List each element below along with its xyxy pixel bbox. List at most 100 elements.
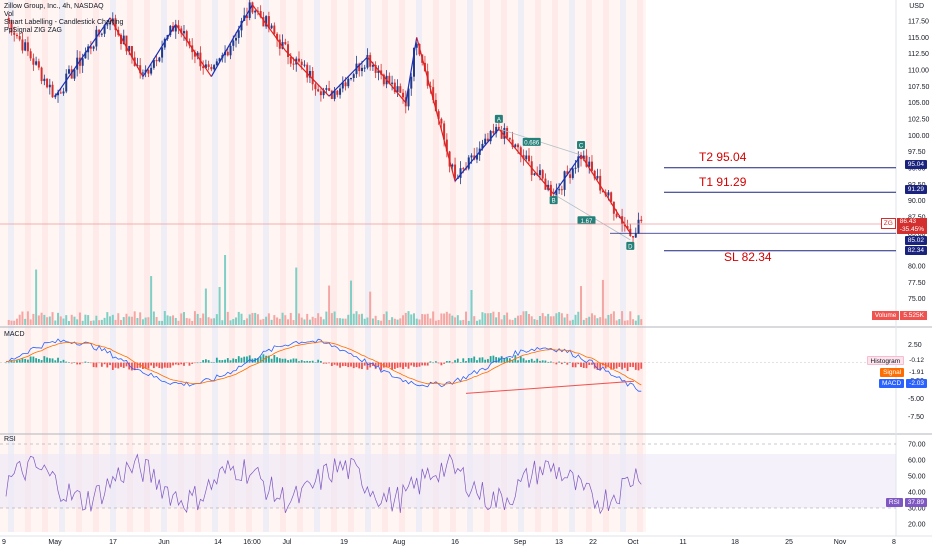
histogram-bar bbox=[470, 358, 473, 363]
session-band bbox=[110, 0, 116, 532]
histogram-bar bbox=[528, 360, 530, 363]
rsi-tick: 50.00 bbox=[908, 474, 926, 481]
macd-title[interactable]: MACD bbox=[4, 331, 25, 338]
candle-body bbox=[163, 38, 166, 48]
histogram-bar bbox=[76, 362, 79, 365]
candle-body bbox=[92, 46, 95, 49]
volume-bar bbox=[415, 318, 418, 325]
histogram-bar bbox=[136, 362, 139, 369]
volume-bar bbox=[574, 314, 577, 325]
candle-body bbox=[59, 92, 62, 94]
volume-bar bbox=[492, 311, 495, 325]
candle-body bbox=[84, 52, 87, 59]
candle-body bbox=[70, 69, 73, 79]
candle-body bbox=[73, 69, 76, 79]
candle-body bbox=[582, 155, 585, 160]
volume-bar bbox=[306, 313, 309, 325]
histogram-bar bbox=[215, 357, 218, 363]
histogram-bar bbox=[68, 362, 70, 363]
candle-body bbox=[558, 189, 561, 191]
volume-bar bbox=[240, 313, 243, 325]
histogram-bar bbox=[519, 356, 522, 363]
volume-bar bbox=[366, 317, 369, 325]
histogram-bar bbox=[536, 358, 539, 363]
candle-body bbox=[57, 92, 60, 96]
candle-body bbox=[560, 189, 563, 191]
histogram-bar bbox=[81, 362, 84, 364]
histogram-bar bbox=[618, 362, 621, 367]
candle-body bbox=[65, 73, 68, 92]
histogram-bar bbox=[235, 358, 237, 363]
volume-bar bbox=[599, 317, 602, 325]
histogram-bar bbox=[183, 362, 185, 366]
rsi-title[interactable]: RSI bbox=[4, 436, 16, 443]
candle-body bbox=[7, 17, 10, 22]
volume-bar bbox=[276, 317, 279, 325]
histogram-bar bbox=[111, 362, 114, 370]
volume-bar bbox=[525, 311, 528, 325]
symbol-title[interactable]: Zillow Group, Inc., 4h, NASDAQ bbox=[4, 3, 104, 10]
session-band bbox=[280, 0, 286, 532]
candle-body bbox=[278, 39, 281, 49]
histogram-bar bbox=[281, 358, 284, 363]
candle-body bbox=[18, 36, 21, 40]
volume-bar bbox=[213, 318, 216, 325]
histogram-bar bbox=[525, 360, 528, 363]
histogram-bar bbox=[421, 362, 424, 366]
volume-bar bbox=[328, 285, 331, 325]
volume-bar bbox=[265, 316, 268, 325]
histogram-bar bbox=[287, 360, 289, 363]
volume-bar bbox=[347, 314, 350, 325]
histogram-bar bbox=[440, 362, 443, 366]
grid-lines bbox=[0, 0, 932, 537]
volume-bar bbox=[169, 316, 172, 325]
candle-body bbox=[40, 67, 43, 82]
session-band bbox=[161, 0, 167, 532]
session-band bbox=[450, 0, 456, 532]
ratio-label: 0.686 bbox=[524, 140, 540, 146]
volume-bar bbox=[243, 320, 246, 325]
volume-bar bbox=[467, 320, 470, 325]
zigzag-segment bbox=[405, 37, 418, 103]
time-tick: Jun bbox=[158, 539, 169, 546]
histogram-bar bbox=[224, 359, 226, 363]
histogram-bar bbox=[374, 362, 377, 369]
histogram-bar bbox=[612, 362, 615, 369]
volume-bar bbox=[106, 312, 109, 325]
volume-bar bbox=[73, 316, 76, 325]
histogram-bar bbox=[607, 362, 610, 368]
volume-bar bbox=[139, 312, 142, 325]
histogram-bar bbox=[341, 362, 344, 367]
histogram-bar bbox=[448, 360, 451, 363]
candle-body bbox=[76, 57, 79, 70]
pattern-point-label: D bbox=[628, 244, 633, 250]
histogram-bar bbox=[426, 362, 429, 366]
candle-body bbox=[43, 78, 46, 82]
candle-body bbox=[169, 25, 172, 36]
candle-body bbox=[571, 168, 574, 178]
indicator-vol[interactable]: Vol bbox=[4, 11, 14, 18]
volume-bar bbox=[596, 318, 599, 325]
histogram-bar bbox=[552, 362, 555, 364]
histogram-bar bbox=[35, 358, 38, 363]
macd-tick: -5.00 bbox=[908, 396, 924, 403]
volume-bar bbox=[180, 313, 183, 325]
candle-body bbox=[415, 43, 418, 48]
histogram-bar bbox=[106, 362, 109, 368]
candle-body bbox=[10, 21, 13, 33]
candle-body bbox=[289, 57, 292, 64]
indicator-smart-labelling[interactable]: Smart Labelling - Candlestick Charting bbox=[4, 19, 124, 26]
volume-value: 5.525K bbox=[900, 311, 927, 320]
volume-bar bbox=[40, 312, 43, 325]
candle-body bbox=[98, 29, 101, 35]
histogram-bar bbox=[574, 362, 577, 368]
harmonic-pattern: A B C D 0.686 1.67 bbox=[494, 114, 635, 250]
symbol-legend[interactable]: Zillow Group, Inc., 4h, NASDAQ Vol Smart… bbox=[4, 3, 123, 35]
histogram-bar bbox=[467, 358, 470, 363]
indicator-zigzag[interactable]: PpSignal ZIG ZAG bbox=[4, 27, 62, 34]
volume-bar bbox=[202, 313, 205, 325]
volume-bar bbox=[207, 317, 210, 325]
time-tick: 8 bbox=[892, 539, 896, 546]
candle-body bbox=[475, 155, 478, 160]
